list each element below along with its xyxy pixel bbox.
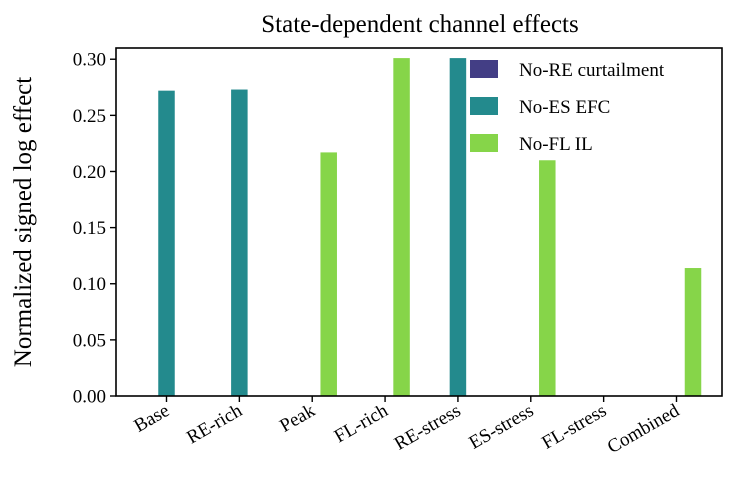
bar-peak-series-3 xyxy=(320,152,337,396)
x-tick-label: RE-rich xyxy=(183,400,246,449)
x-tick-label: Peak xyxy=(276,400,319,437)
bar-re-rich-series-2 xyxy=(231,89,248,396)
y-tick-label: 0.25 xyxy=(73,106,106,127)
x-tick-label: Base xyxy=(131,400,173,437)
bar-re-stress-series-2 xyxy=(449,58,467,396)
x-tick-label: FL-stress xyxy=(538,400,610,454)
y-tick-label: 0.10 xyxy=(73,274,106,295)
x-tick-label: ES-stress xyxy=(466,400,538,454)
x-tick-label: Combined xyxy=(604,400,683,458)
x-axis-ticks: Base RE-rich Peak FL-rich RE-stress ES-stress… xyxy=(131,396,683,458)
bar-fl-rich-series-3 xyxy=(393,58,410,396)
legend-label: No-RE curtailment xyxy=(519,60,665,81)
bars-group xyxy=(158,58,702,396)
bar-base-series-2 xyxy=(158,90,175,396)
y-tick-label: 0.05 xyxy=(73,330,106,351)
bar-combined-series-3 xyxy=(684,268,702,396)
x-tick-label: RE-stress xyxy=(391,400,465,455)
x-tick-label: FL-rich xyxy=(331,400,392,447)
legend: No-RE curtailment No-ES EFC No-FL IL xyxy=(470,60,665,155)
y-axis-ticks: 0.00 0.05 0.10 0.15 0.20 0.25 0.30 xyxy=(73,50,116,408)
y-tick-label: 0.30 xyxy=(73,50,106,71)
legend-swatch xyxy=(470,60,498,78)
plot-frame xyxy=(115,47,723,397)
legend-label: No-ES EFC xyxy=(519,97,610,118)
legend-label: No-FL IL xyxy=(519,134,593,155)
y-axis-label: Normalized signed log effect xyxy=(10,77,37,367)
y-tick-label: 0.20 xyxy=(73,162,106,183)
chart-title: State-dependent channel effects xyxy=(261,11,578,38)
y-tick-label: 0.15 xyxy=(73,218,106,239)
bar-es-stress-series-3 xyxy=(539,160,556,396)
legend-swatch xyxy=(470,97,498,115)
legend-swatch xyxy=(470,134,498,152)
y-tick-label: 0.00 xyxy=(73,387,106,408)
